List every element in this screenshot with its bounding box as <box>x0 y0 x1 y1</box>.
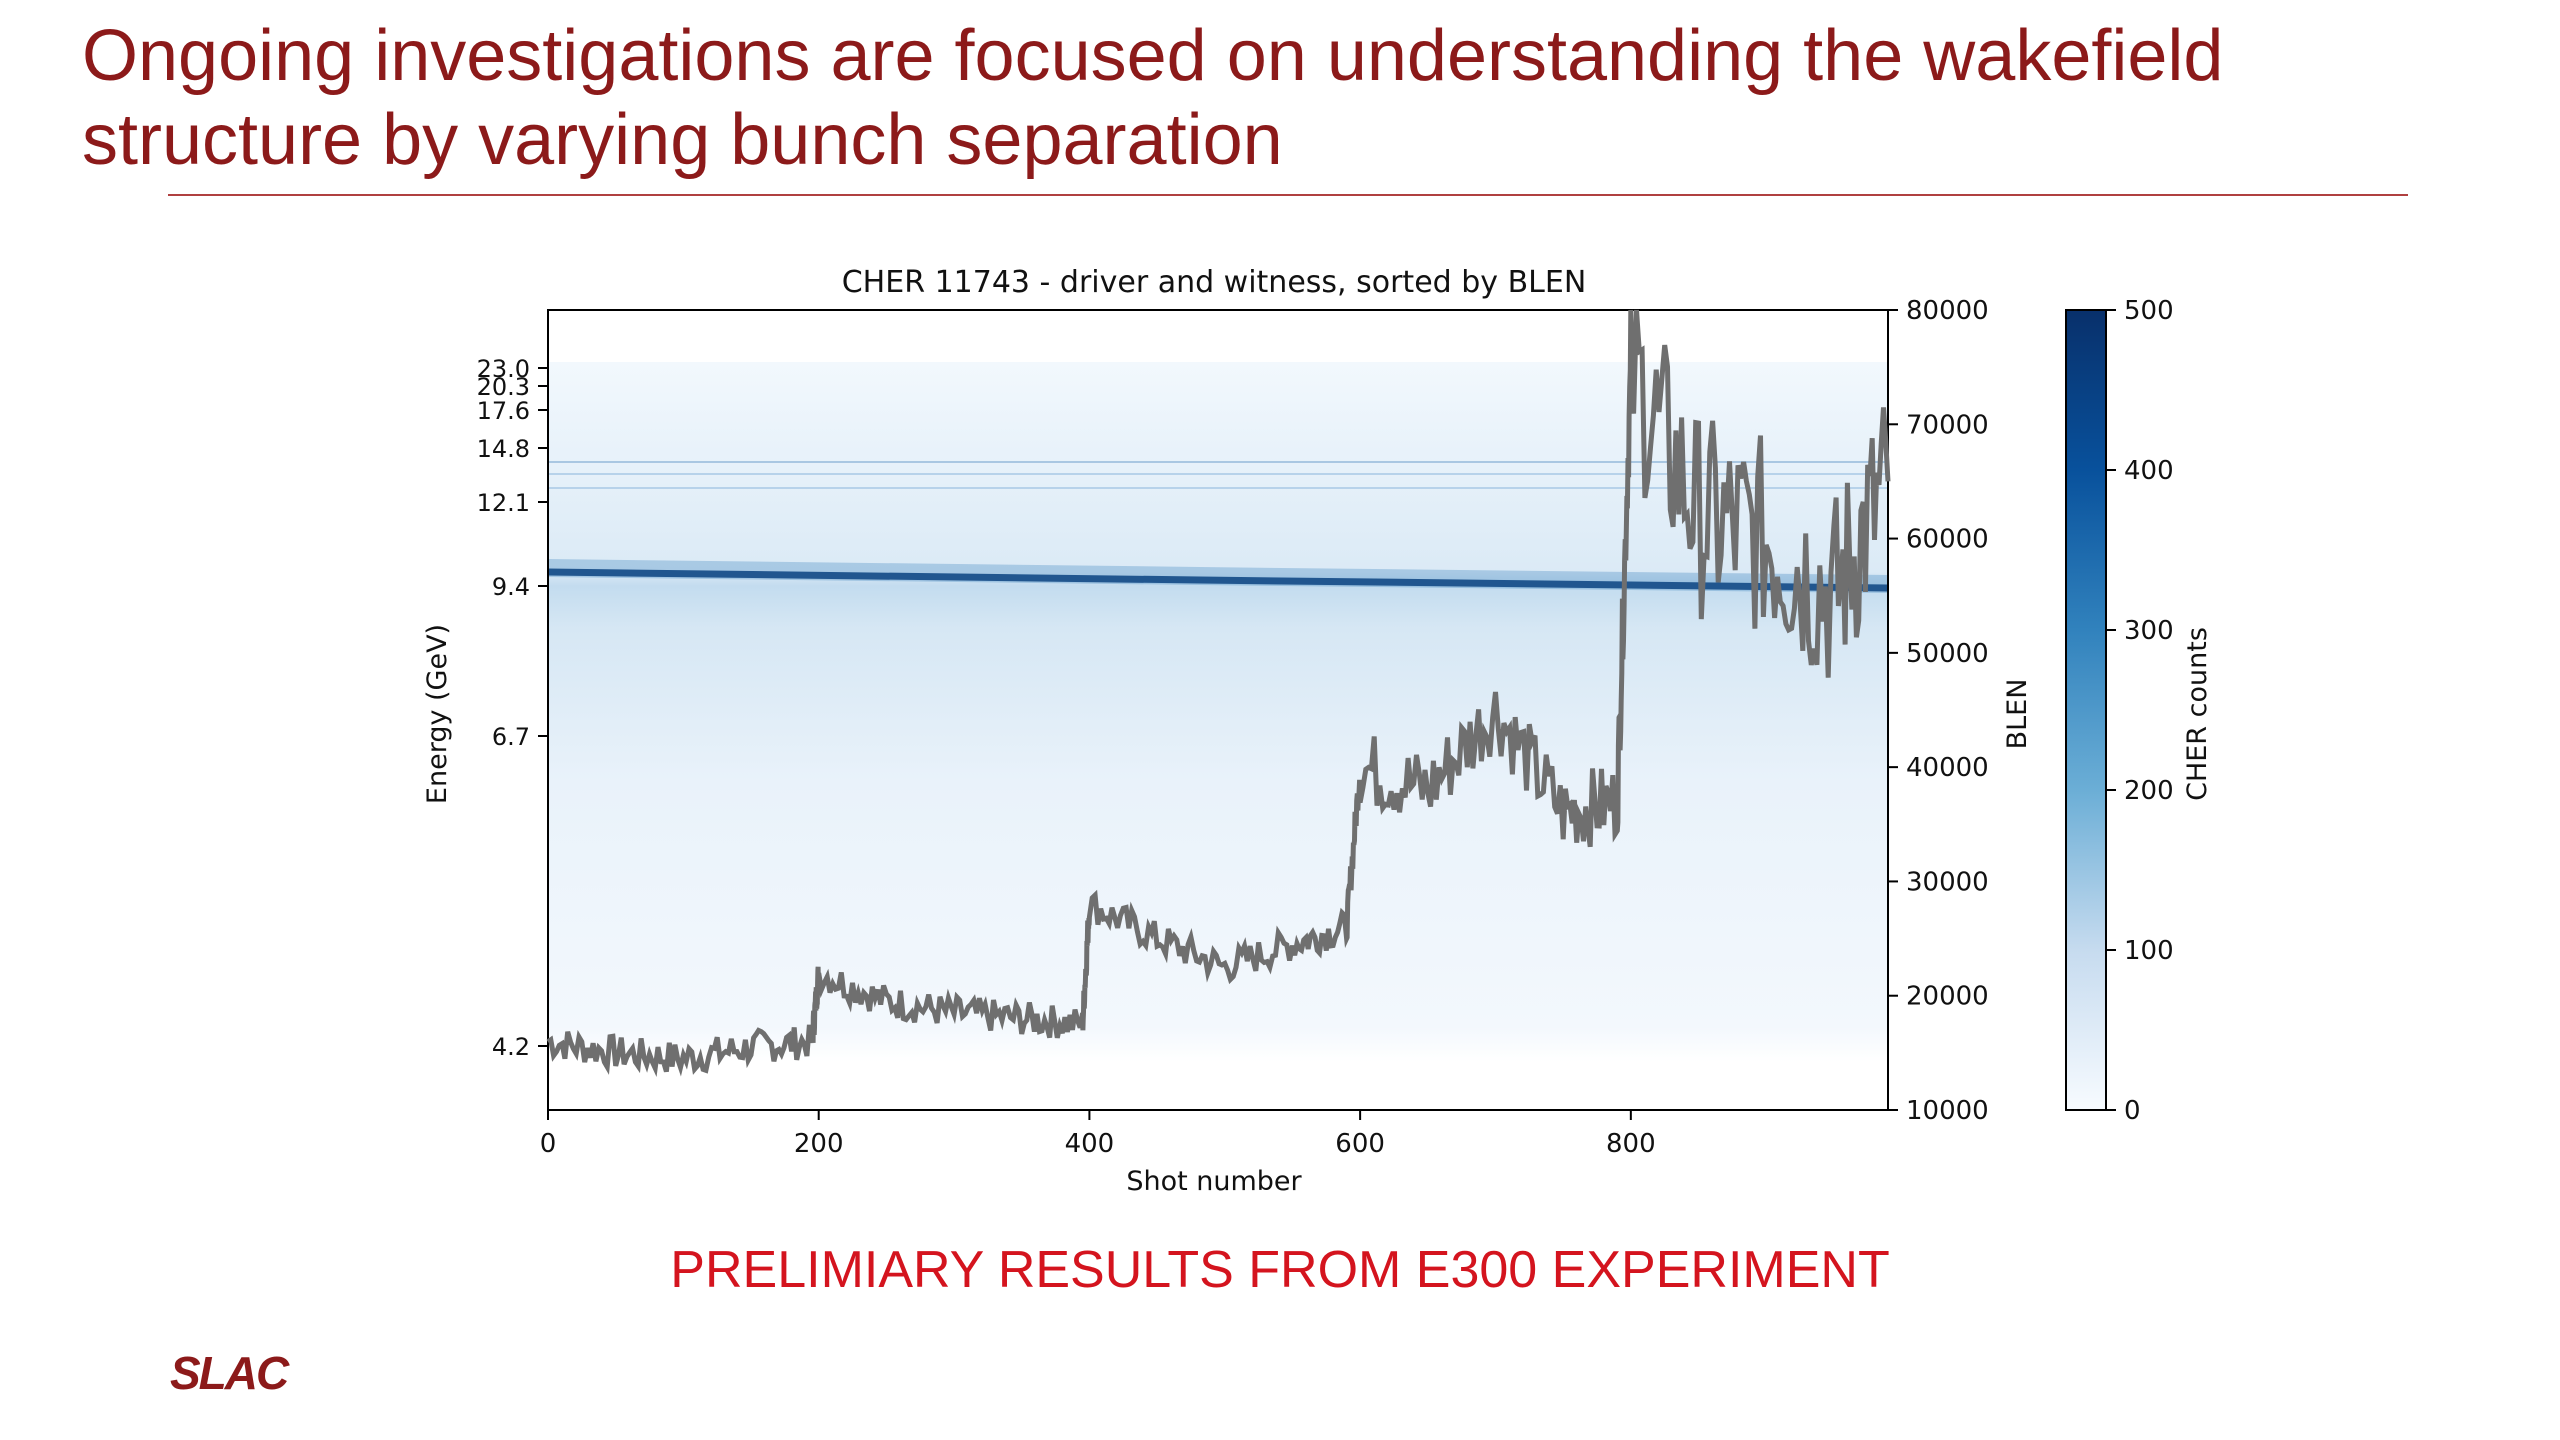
colorbar <box>2065 309 2107 1111</box>
colorbar-tick-label: 0 <box>2124 1096 2141 1126</box>
blen-tick-label: 60000 <box>1906 525 1989 555</box>
blen-tick-label: 70000 <box>1906 410 1989 440</box>
energy-tick-label: 4.2 <box>492 1033 530 1061</box>
energy-tick-label: 6.7 <box>492 723 530 751</box>
preliminary-results-note: PRELIMIARY RESULTS FROM E300 EXPERIMENT <box>670 1241 1890 1299</box>
colorbar-ticks: 0 100 200 300 400 500 <box>2106 296 2174 1126</box>
y-axis-label: Energy (GeV) <box>422 624 453 804</box>
energy-tick-label: 17.6 <box>477 397 530 425</box>
colorbar-tick-label: 500 <box>2124 296 2174 326</box>
driver-band <box>547 568 1889 592</box>
heatmap-background <box>548 362 1888 1062</box>
slac-logo: SLAC <box>170 1347 289 1399</box>
x-tick-label: 400 <box>1065 1129 1115 1159</box>
x-tick-label: 800 <box>1606 1129 1656 1159</box>
blen-tick-label: 80000 <box>1906 296 1989 326</box>
slide-title: Ongoing investigations are focused on un… <box>82 16 2224 180</box>
x-axis-label: Shot number <box>1126 1166 1302 1197</box>
colorbar-tick-label: 100 <box>2124 936 2174 966</box>
blen-tick-label: 40000 <box>1906 753 1989 783</box>
blen-tick-label: 30000 <box>1906 867 1989 897</box>
energy-tick-label: 23.0 <box>477 355 530 383</box>
blen-tick-label: 10000 <box>1906 1096 1989 1126</box>
x-tick-label: 600 <box>1335 1129 1385 1159</box>
chart-title: CHER 11743 - driver and witness, sorted … <box>842 265 1587 300</box>
energy-axis-ticks: 23.020.317.6 14.8 12.1 9.4 6.7 4.2 <box>477 355 548 1061</box>
energy-tick-label: 20.3 <box>477 373 530 401</box>
blen-tick-label: 20000 <box>1906 982 1989 1012</box>
title-divider <box>168 194 2408 196</box>
x-axis-ticks: 0 200 400 600 800 <box>540 1110 1656 1159</box>
colorbar-tick-label: 200 <box>2124 776 2174 806</box>
x-tick-label: 200 <box>794 1129 844 1159</box>
energy-tick-label: 14.8 <box>477 435 530 463</box>
colorbar-tick-label: 400 <box>2124 456 2174 486</box>
energy-tick-label: 9.4 <box>492 573 530 601</box>
blen-tick-label: 50000 <box>1906 639 1989 669</box>
y2-axis-label: BLEN <box>2002 679 2033 750</box>
colorbar-tick-label: 300 <box>2124 616 2174 646</box>
x-tick-label: 0 <box>540 1129 557 1159</box>
energy-tick-label: 12.1 <box>477 489 530 517</box>
colorbar-label: CHER counts <box>2182 627 2213 801</box>
blen-series-line <box>546 309 1891 1077</box>
plot-frame <box>547 309 1889 1111</box>
blen-axis-ticks: 10000 20000 30000 40000 50000 60000 70000 80000 <box>1888 296 1989 1126</box>
